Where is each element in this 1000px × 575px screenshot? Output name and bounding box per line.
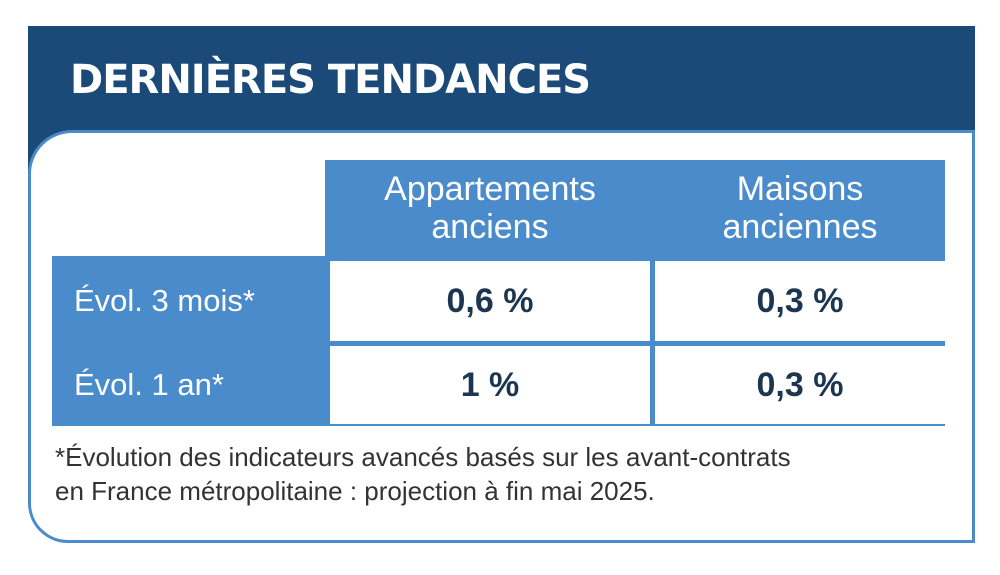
value-cell: 0,3 %: [655, 346, 945, 424]
card: DERNIÈRES TENDANCES Appartements anciens…: [28, 26, 975, 543]
corner-cell: [51, 159, 325, 256]
row-header: Évol. 3 mois*: [52, 261, 325, 341]
value-cell: 0,6 %: [330, 261, 650, 341]
value-cell: 0,3 %: [655, 261, 945, 341]
row-header: Évol. 1 an*: [52, 346, 325, 424]
title: DERNIÈRES TENDANCES: [70, 57, 591, 103]
footnote-line: *Évolution des indicateurs avancés basés…: [55, 442, 791, 472]
footnote-line: en France métropolitaine : projection à …: [55, 476, 655, 506]
panel: Appartements anciens Maisons anciennes É…: [28, 130, 975, 543]
value-cell: 1 %: [330, 346, 650, 424]
column-header: Maisons anciennes: [655, 160, 945, 256]
column-header: Appartements anciens: [330, 160, 650, 256]
footnote: *Évolution des indicateurs avancés basés…: [55, 440, 791, 508]
trend-table: Appartements anciens Maisons anciennes É…: [51, 159, 945, 426]
